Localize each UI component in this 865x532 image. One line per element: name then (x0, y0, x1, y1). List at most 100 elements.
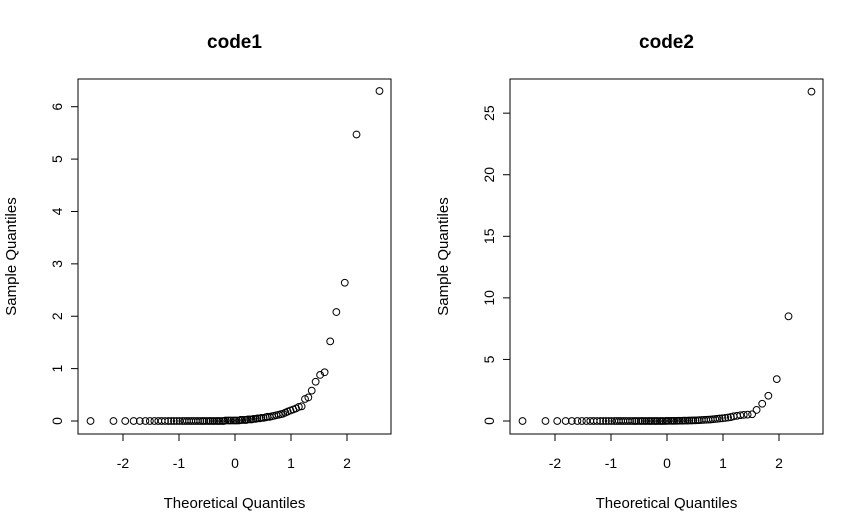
data-point (647, 417, 656, 425)
data-point (632, 417, 641, 425)
data-point (599, 417, 608, 425)
chart-title: code1 (207, 32, 262, 53)
plot-frame (77, 78, 392, 435)
y-axis-label: Sample Quantiles (3, 197, 20, 315)
data-point (196, 417, 205, 425)
x-tick-label: -1 (173, 455, 186, 471)
x-tick-label: 2 (343, 455, 351, 471)
data-point (202, 417, 211, 425)
data-point (596, 417, 605, 425)
x-tick-label: 0 (663, 455, 671, 471)
data-point (685, 416, 694, 425)
data-point (553, 417, 562, 425)
data-point (145, 417, 154, 425)
data-points (518, 87, 816, 425)
y-tick-label: 4 (49, 207, 65, 215)
data-point (573, 417, 582, 425)
data-point (675, 416, 684, 425)
x-tick-label: -2 (549, 455, 562, 471)
x-axis: -2 -1 0 1 2 (117, 433, 351, 471)
data-point (681, 416, 690, 425)
y-tick-label: 6 (49, 103, 65, 111)
data-point (638, 417, 647, 425)
y-tick-label: 25 (481, 105, 497, 121)
y-axis: 0 5 10 15 20 25 (481, 105, 511, 425)
data-point (257, 413, 266, 422)
data-point (150, 417, 159, 425)
data-point (332, 308, 341, 316)
y-tick-label: 15 (481, 228, 497, 244)
data-point (593, 417, 601, 425)
data-point (294, 402, 303, 411)
y-tick-label: 1 (49, 365, 65, 373)
data-point (664, 416, 673, 425)
data-point (670, 416, 679, 425)
data-point (109, 417, 118, 425)
data-point (807, 87, 816, 96)
data-point (307, 386, 316, 395)
chart-title: code2 (639, 32, 694, 53)
data-point (375, 87, 384, 95)
x-tick-label: 2 (775, 455, 783, 471)
y-tick-label: 3 (49, 260, 65, 268)
data-point (736, 411, 745, 420)
data-point (724, 413, 732, 422)
y-tick-label: 0 (49, 417, 65, 425)
data-point (718, 414, 727, 423)
data-point (602, 417, 610, 425)
data-point (304, 393, 313, 402)
x-tick-label: 1 (287, 455, 295, 471)
plot-frame (509, 78, 824, 435)
data-point (170, 417, 178, 425)
data-point (320, 368, 329, 377)
y-tick-label: 10 (481, 290, 497, 306)
data-point (210, 417, 219, 425)
data-point (141, 417, 150, 425)
data-point (634, 417, 643, 425)
data-point (764, 391, 773, 400)
data-point (167, 417, 176, 425)
data-points (86, 87, 384, 425)
data-point (721, 414, 730, 422)
y-tick-label: 0 (481, 417, 497, 425)
data-point (326, 337, 335, 346)
data-point (567, 417, 576, 425)
data-point (691, 416, 700, 425)
data-point (758, 399, 767, 408)
y-axis: 0 1 2 3 4 5 6 (49, 103, 79, 425)
data-point (653, 417, 662, 425)
data-point (221, 416, 230, 425)
data-point (316, 371, 325, 379)
x-tick-label: 0 (231, 455, 239, 471)
data-point (129, 417, 138, 425)
data-point (642, 417, 651, 425)
x-axis: -2 -1 0 1 2 (549, 433, 783, 471)
data-point (232, 416, 241, 425)
y-tick-label: 5 (49, 155, 65, 163)
data-point (200, 417, 209, 425)
data-point (249, 415, 258, 423)
x-tick-label: 1 (719, 455, 727, 471)
data-point (297, 402, 306, 411)
data-point (659, 417, 667, 425)
data-point (164, 417, 173, 425)
data-point (243, 415, 252, 424)
data-point (561, 417, 570, 425)
x-tick-label: -1 (605, 455, 618, 471)
y-tick-label: 20 (481, 167, 497, 183)
data-point (227, 416, 235, 425)
data-point (238, 416, 247, 424)
data-point (541, 417, 550, 425)
data-point (715, 414, 724, 423)
y-tick-label: 2 (49, 312, 65, 320)
data-point (784, 312, 793, 321)
data-point (582, 417, 591, 425)
data-point (172, 417, 181, 425)
data-point (577, 417, 586, 425)
data-point (628, 417, 637, 425)
data-point (253, 414, 262, 423)
data-point (161, 417, 169, 425)
y-tick-label: 5 (481, 355, 497, 363)
